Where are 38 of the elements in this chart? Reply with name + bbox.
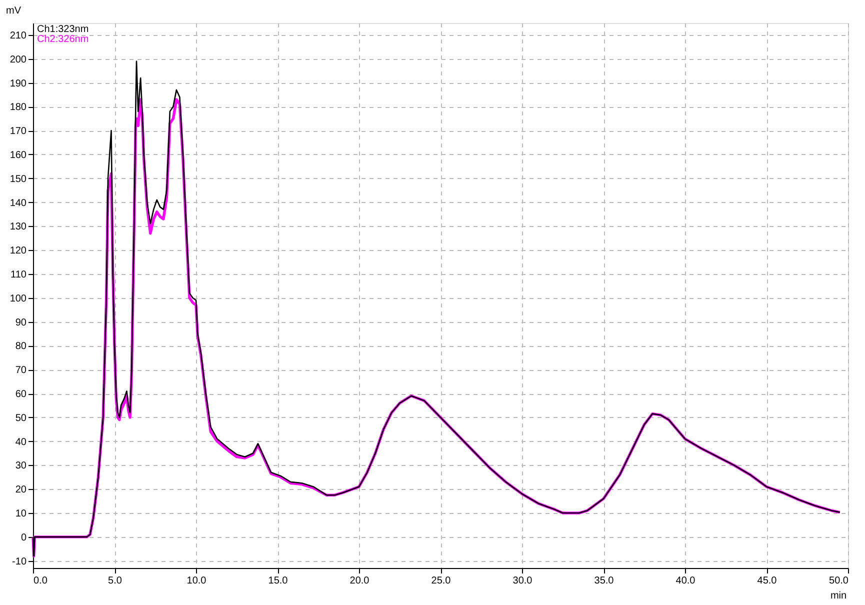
y-tick-label: 150: [10, 174, 27, 185]
x-tick-label: 20.0: [350, 576, 370, 586]
y-tick-label: 10: [15, 508, 27, 520]
y-tick-label: 60: [15, 389, 27, 400]
y-tick-label: 70: [15, 365, 27, 376]
x-tick-label: 35.0: [594, 576, 614, 586]
y-tick-label: -10: [12, 556, 27, 568]
y-tick-label: 170: [10, 126, 27, 138]
y-tick-label: 110: [10, 269, 27, 280]
y-tick-label: 180: [10, 102, 27, 114]
x-tick-label: 0.0: [34, 576, 48, 586]
x-tick-label: 45.0: [757, 576, 778, 586]
y-tick-label: 100: [10, 293, 27, 304]
y-tick-label: 200: [10, 54, 27, 66]
y-tick-label: 30: [15, 460, 27, 472]
x-tick-label: 40.0: [676, 576, 696, 586]
y-tick-label: 90: [15, 317, 27, 328]
text: Ch2:326nm: [37, 34, 89, 45]
y-tick-label: 80: [15, 341, 27, 352]
x-tick-label: 30.0: [512, 576, 533, 586]
y-tick-label: 0: [20, 532, 27, 544]
y-tick-label: 130: [10, 222, 27, 233]
x-tick-label: 15.0: [268, 576, 288, 586]
x-axis-title: min: [830, 590, 847, 602]
x-tick-label: 50.0: [829, 576, 849, 586]
y-tick-label: 120: [10, 246, 27, 257]
y-tick-label: 50: [15, 412, 27, 424]
y-tick-label: 20: [15, 484, 27, 496]
y-tick-label: 210: [10, 30, 27, 42]
y-tick-label: 160: [10, 150, 27, 161]
text: Ch1:323nm: [37, 24, 89, 35]
y-axis-title: mV: [6, 6, 22, 16]
x-tick-label: 10.0: [186, 576, 207, 586]
x-tick-label: 5.0: [108, 576, 122, 586]
y-tick-label: 40: [15, 436, 27, 448]
y-tick-label: 140: [10, 198, 27, 209]
x-tick-label: 25.0: [431, 576, 452, 586]
y-tick-label: 190: [10, 78, 27, 90]
